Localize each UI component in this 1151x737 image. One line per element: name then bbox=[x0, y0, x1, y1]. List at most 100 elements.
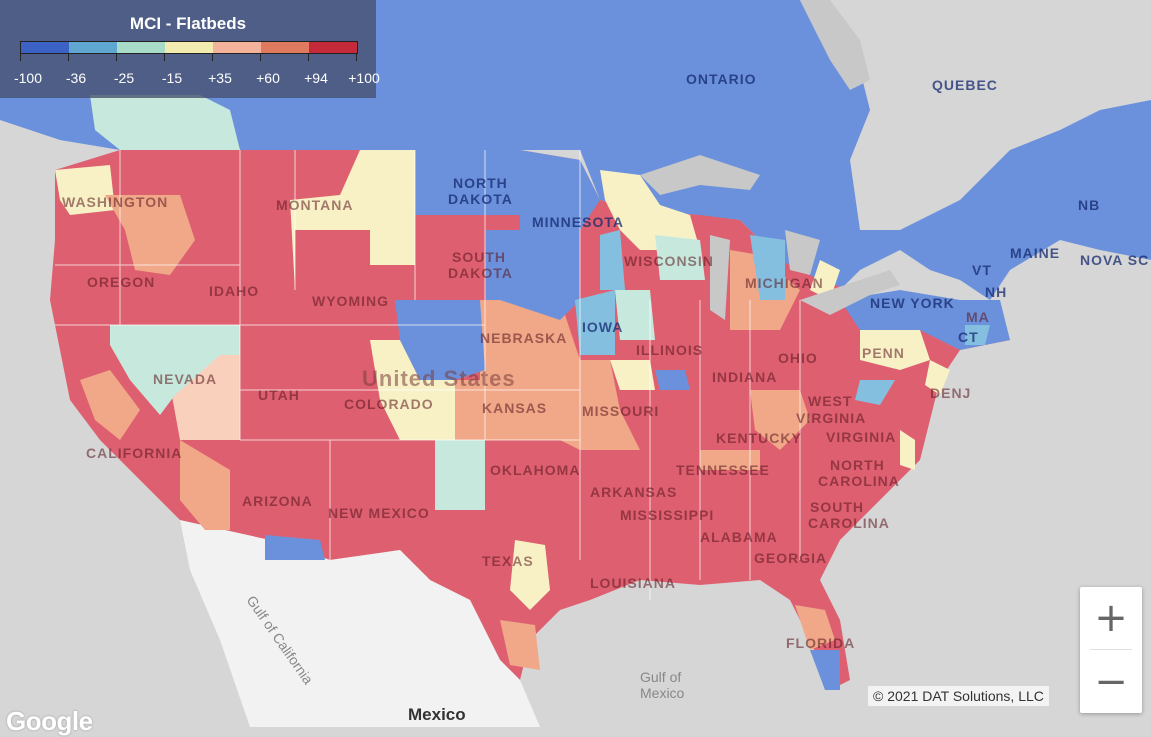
label-state: WEST bbox=[808, 393, 852, 409]
label-state: IOWA bbox=[582, 319, 623, 335]
label-state: NORTH bbox=[453, 175, 508, 191]
label-state: WASHINGTON bbox=[62, 194, 168, 210]
label-state: CAROLINA bbox=[818, 473, 900, 489]
label-state: IDAHO bbox=[209, 283, 259, 299]
legend-tick-mark bbox=[308, 53, 309, 61]
label-state: TEXAS bbox=[482, 553, 534, 569]
legend-color-bar bbox=[20, 41, 358, 54]
legend-tick-mark bbox=[356, 53, 357, 61]
label-state: PENN bbox=[862, 345, 905, 361]
label-state: OHIO bbox=[778, 350, 818, 366]
label-quebec: QUEBEC bbox=[932, 77, 998, 93]
label-nb: NB bbox=[1078, 197, 1100, 213]
label-state: GEORGIA bbox=[754, 550, 827, 566]
label-mexico: Mexico bbox=[408, 705, 466, 724]
google-logo: Google bbox=[6, 706, 93, 736]
zoom-control: + − bbox=[1080, 587, 1142, 713]
label-state: DAKOTA bbox=[448, 265, 513, 281]
label-state: ARKANSAS bbox=[590, 484, 677, 500]
legend-tick-label: +100 bbox=[348, 70, 380, 86]
label-state: MONTANA bbox=[276, 197, 354, 213]
label-gulf-of-mexico: Gulf of Mexico bbox=[640, 669, 685, 701]
label-state: ALABAMA bbox=[700, 529, 778, 545]
legend: MCI - Flatbeds -100 -36 -25 -15 +35 +60 +94 +10… bbox=[0, 0, 380, 98]
label-state: CALIFORNIA bbox=[86, 445, 182, 461]
label-state: VIRGINIA bbox=[826, 429, 896, 445]
label-state: TENNESSEE bbox=[676, 462, 770, 478]
mexico-land bbox=[180, 520, 540, 727]
label-nova-scotia: NOVA SC bbox=[1080, 252, 1149, 268]
legend-swatch bbox=[213, 42, 261, 53]
hudson-bay bbox=[800, 0, 870, 90]
label-country: United States bbox=[362, 366, 516, 391]
legend-title: MCI - Flatbeds bbox=[129, 14, 247, 33]
label-state: VT bbox=[972, 262, 992, 278]
label-state: KENTUCKY bbox=[716, 430, 802, 446]
teal-regions bbox=[110, 235, 705, 510]
label-state: INDIANA bbox=[712, 369, 777, 385]
label-state: VIRGINIA bbox=[796, 410, 866, 426]
label-state: OKLAHOMA bbox=[490, 462, 580, 478]
legend-tick-label: -15 bbox=[161, 70, 183, 86]
legend-tick-label: +35 bbox=[208, 70, 232, 86]
label-state: MAINE bbox=[1010, 245, 1060, 261]
label-state: SOUTH bbox=[810, 499, 864, 515]
label-state: NORTH bbox=[830, 457, 885, 473]
bc-teal bbox=[90, 95, 240, 150]
label-state: CAROLINA bbox=[808, 515, 890, 531]
label-state: MICHIGAN bbox=[745, 275, 824, 291]
label-state: CT bbox=[958, 329, 979, 345]
legend-tick-label: -25 bbox=[113, 70, 135, 86]
legend-tick-label: -100 bbox=[13, 70, 43, 86]
legend-swatch bbox=[21, 42, 69, 53]
legend-tick-mark bbox=[68, 53, 69, 61]
state-borders bbox=[55, 150, 801, 600]
label-state: NEVADA bbox=[153, 371, 217, 387]
label-state: WYOMING bbox=[312, 293, 389, 309]
salmon-regions bbox=[80, 195, 835, 670]
label-state: UTAH bbox=[258, 387, 300, 403]
label-state: NEBRASKA bbox=[480, 330, 567, 346]
label-state: COLORADO bbox=[344, 396, 434, 412]
zoom-divider bbox=[1090, 649, 1132, 650]
label-state: MA bbox=[966, 309, 990, 325]
legend-swatch bbox=[309, 42, 357, 53]
state-labels: WASHINGTON MONTANA NORTH DAKOTA MINNESOT… bbox=[62, 175, 1060, 651]
label-state: NEW YORK bbox=[870, 295, 955, 311]
canada-labels: ONTARIO QUEBEC NB NOVA SC bbox=[686, 71, 1149, 268]
legend-tick-label: +94 bbox=[304, 70, 328, 86]
legend-tick-mark bbox=[20, 53, 21, 61]
legend-swatch bbox=[117, 42, 165, 53]
minus-icon: − bbox=[1094, 659, 1128, 705]
label-state: MINNESOTA bbox=[532, 214, 624, 230]
zoom-out-button[interactable]: − bbox=[1080, 651, 1142, 713]
legend-tick-mark bbox=[116, 53, 117, 61]
legend-tick-label: -36 bbox=[65, 70, 87, 86]
great-lakes bbox=[640, 155, 900, 320]
label-state: ARIZONA bbox=[242, 493, 313, 509]
label-state: LOUISIANA bbox=[590, 575, 676, 591]
light-blue-regions bbox=[575, 230, 990, 405]
legend-tick-mark bbox=[212, 53, 213, 61]
label-state: FLORIDA bbox=[786, 635, 855, 651]
label-state: KANSAS bbox=[482, 400, 547, 416]
label-state: MISSOURI bbox=[582, 403, 659, 419]
label-state: OREGON bbox=[87, 274, 155, 290]
label-state: DAKOTA bbox=[448, 191, 513, 207]
label-state: NEW MEXICO bbox=[328, 505, 430, 521]
label-state: SOUTH bbox=[452, 249, 506, 265]
label-state: MISSISSIPPI bbox=[620, 507, 714, 523]
label-ontario: ONTARIO bbox=[686, 71, 757, 87]
legend-swatch bbox=[261, 42, 309, 53]
label-state: NH bbox=[985, 284, 1007, 300]
legend-tick-mark bbox=[164, 53, 165, 61]
zoom-in-button[interactable]: + bbox=[1080, 587, 1142, 649]
legend-tick-mark bbox=[260, 53, 261, 61]
legend-tick-label: +60 bbox=[256, 70, 280, 86]
label-state: ILLINOIS bbox=[636, 342, 703, 358]
plus-icon: + bbox=[1094, 595, 1128, 641]
legend-swatch bbox=[69, 42, 117, 53]
label-state: DENJ bbox=[930, 385, 971, 401]
copyright-text: © 2021 DAT Solutions, LLC bbox=[868, 686, 1049, 706]
